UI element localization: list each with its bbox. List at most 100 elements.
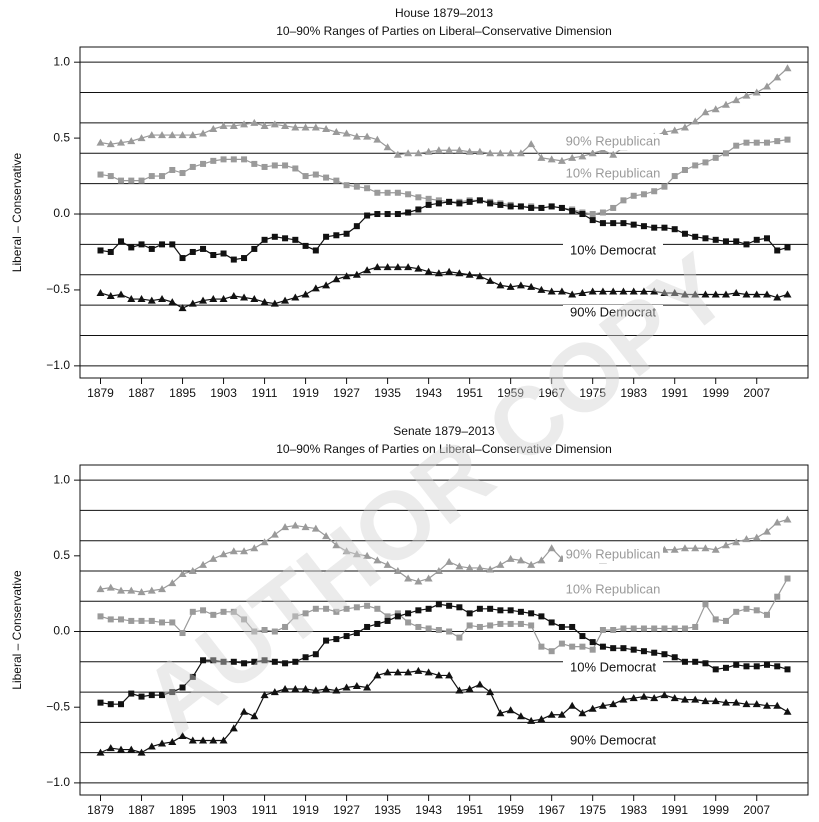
marker bbox=[639, 692, 648, 700]
x-tick-label: 1959 bbox=[497, 386, 524, 400]
marker bbox=[270, 688, 279, 696]
marker bbox=[229, 121, 238, 129]
marker bbox=[302, 173, 309, 180]
marker bbox=[179, 170, 186, 177]
x-tick-label: 1951 bbox=[456, 803, 483, 817]
marker bbox=[476, 197, 483, 204]
marker bbox=[537, 153, 546, 161]
marker bbox=[650, 287, 659, 295]
marker bbox=[282, 623, 289, 630]
plot-frame bbox=[79, 464, 809, 796]
series-line bbox=[100, 67, 788, 162]
marker bbox=[200, 607, 207, 614]
marker bbox=[722, 617, 729, 624]
marker bbox=[159, 692, 166, 699]
marker bbox=[538, 643, 545, 650]
marker bbox=[507, 203, 514, 210]
marker bbox=[516, 556, 525, 564]
marker bbox=[240, 293, 249, 301]
marker bbox=[373, 556, 382, 564]
marker bbox=[661, 625, 668, 632]
marker bbox=[702, 159, 709, 166]
marker bbox=[292, 658, 299, 665]
marker bbox=[784, 666, 791, 673]
marker bbox=[159, 173, 166, 180]
marker bbox=[352, 550, 361, 558]
marker bbox=[702, 601, 709, 608]
y-axis-label: Liberal – Conservative bbox=[10, 570, 24, 690]
marker bbox=[394, 613, 401, 620]
y-tick-label: −1.0 bbox=[46, 775, 70, 789]
marker bbox=[158, 131, 167, 139]
x-tick-label: 1935 bbox=[374, 803, 401, 817]
marker bbox=[670, 694, 679, 702]
marker bbox=[353, 630, 360, 637]
marker bbox=[260, 691, 269, 699]
x-tick-label: 1991 bbox=[661, 386, 688, 400]
marker bbox=[199, 736, 208, 744]
marker bbox=[241, 255, 248, 262]
marker bbox=[127, 586, 136, 594]
marker bbox=[579, 643, 586, 650]
marker bbox=[630, 646, 637, 653]
marker bbox=[517, 608, 524, 615]
marker bbox=[691, 290, 700, 298]
marker bbox=[610, 204, 617, 211]
marker bbox=[680, 123, 689, 131]
marker bbox=[753, 607, 760, 614]
marker bbox=[282, 235, 289, 242]
marker bbox=[487, 605, 494, 612]
marker bbox=[548, 619, 555, 626]
marker bbox=[97, 613, 104, 620]
y-tick-label: 0.5 bbox=[53, 548, 70, 562]
marker bbox=[599, 209, 606, 216]
marker bbox=[230, 608, 237, 615]
marker bbox=[333, 177, 340, 184]
marker bbox=[629, 287, 638, 295]
marker bbox=[332, 686, 341, 694]
marker bbox=[455, 269, 464, 277]
marker bbox=[415, 194, 422, 201]
marker bbox=[199, 560, 208, 568]
marker bbox=[538, 613, 545, 620]
marker bbox=[127, 295, 136, 303]
label-bg bbox=[563, 733, 663, 749]
marker bbox=[200, 245, 207, 252]
marker bbox=[301, 523, 310, 531]
marker bbox=[783, 707, 792, 715]
marker bbox=[425, 625, 432, 632]
marker bbox=[774, 247, 781, 254]
marker bbox=[364, 212, 371, 219]
marker bbox=[424, 668, 433, 676]
marker bbox=[261, 163, 268, 170]
marker bbox=[128, 177, 135, 184]
chart-subtitle: 10–90% Ranges of Parties on Liberal–Cons… bbox=[276, 24, 612, 38]
marker bbox=[506, 706, 515, 714]
marker bbox=[671, 226, 678, 233]
marker bbox=[118, 238, 125, 245]
marker bbox=[281, 685, 290, 693]
marker bbox=[311, 123, 320, 131]
marker bbox=[199, 129, 208, 137]
marker bbox=[486, 565, 495, 573]
marker bbox=[405, 619, 412, 626]
marker bbox=[774, 138, 781, 145]
marker bbox=[363, 683, 372, 691]
marker bbox=[475, 272, 484, 280]
marker bbox=[363, 266, 372, 274]
chart-title: House 1879–2013 bbox=[395, 6, 493, 20]
marker bbox=[302, 242, 309, 249]
series-label: 90% Republican bbox=[566, 546, 661, 561]
marker bbox=[773, 701, 782, 709]
marker bbox=[147, 586, 156, 594]
chart-subtitle: 10–90% Ranges of Parties on Liberal–Cons… bbox=[276, 442, 612, 456]
marker bbox=[241, 156, 248, 163]
marker bbox=[465, 685, 474, 693]
marker bbox=[548, 648, 555, 655]
marker bbox=[323, 233, 330, 240]
marker bbox=[332, 275, 341, 283]
marker bbox=[424, 267, 433, 275]
marker bbox=[200, 657, 207, 664]
marker bbox=[168, 579, 177, 587]
marker bbox=[137, 295, 146, 303]
